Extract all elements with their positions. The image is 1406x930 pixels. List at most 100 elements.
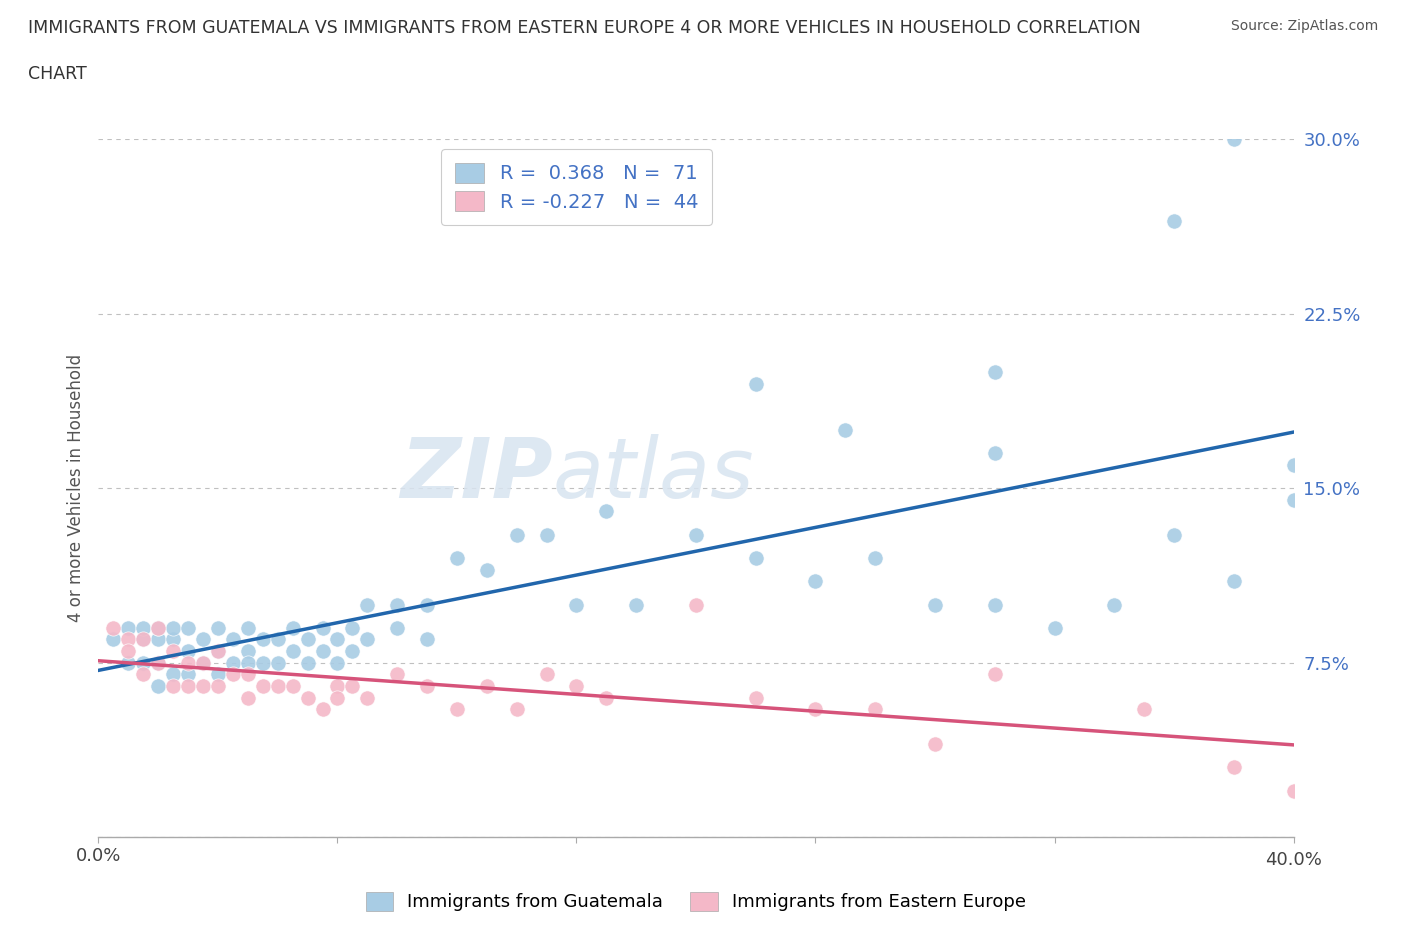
Point [326,679,349,694]
Point [1133,701,1156,716]
Point [191,655,214,670]
Point [297,632,319,647]
Point [506,527,529,542]
Point [326,632,349,647]
Point [311,620,333,635]
Point [1104,597,1126,612]
Point [446,701,468,716]
Point [924,737,946,751]
Point [132,632,155,647]
Point [297,690,319,705]
Point [236,667,259,682]
Point [117,644,139,658]
Point [148,655,170,670]
Legend: Immigrants from Guatemala, Immigrants from Eastern Europe: Immigrants from Guatemala, Immigrants fr… [359,884,1033,919]
Point [148,655,170,670]
Point [983,365,1005,379]
Text: IMMIGRANTS FROM GUATEMALA VS IMMIGRANTS FROM EASTERN EUROPE 4 OR MORE VEHICLES I: IMMIGRANTS FROM GUATEMALA VS IMMIGRANTS … [28,19,1142,36]
Point [1282,458,1305,472]
Point [311,644,333,658]
Point [177,644,200,658]
Point [162,679,184,694]
Point [162,632,184,647]
Point [924,597,946,612]
Point [475,679,498,694]
Point [148,620,170,635]
Point [117,655,139,670]
Point [1223,760,1246,775]
Point [267,679,290,694]
Text: 40.0%: 40.0% [1265,851,1322,869]
Point [311,701,333,716]
Point [804,574,827,589]
Point [983,667,1005,682]
Point [207,679,229,694]
Point [162,644,184,658]
Point [416,632,439,647]
Point [191,655,214,670]
Text: ZIP: ZIP [399,433,553,515]
Point [191,632,214,647]
Point [267,632,290,647]
Point [342,679,364,694]
Point [385,620,409,635]
Point [207,644,229,658]
Point [222,632,245,647]
Point [281,644,304,658]
Point [342,644,364,658]
Point [745,551,768,565]
Point [177,655,200,670]
Text: CHART: CHART [28,65,87,83]
Point [236,690,259,705]
Point [536,667,558,682]
Point [685,597,707,612]
Point [132,632,155,647]
Point [148,679,170,694]
Point [297,655,319,670]
Point [222,655,245,670]
Point [207,620,229,635]
Point [132,655,155,670]
Point [132,667,155,682]
Point [565,679,588,694]
Point [595,504,617,519]
Point [685,527,707,542]
Point [267,655,290,670]
Point [103,632,125,647]
Point [132,620,155,635]
Point [236,644,259,658]
Point [475,562,498,577]
Point [236,620,259,635]
Point [983,445,1005,460]
Point [162,620,184,635]
Y-axis label: 4 or more Vehicles in Household: 4 or more Vehicles in Household [66,354,84,622]
Point [595,690,617,705]
Point [117,620,139,635]
Point [207,644,229,658]
Point [865,701,887,716]
Point [103,620,125,635]
Point [536,527,558,542]
Point [342,620,364,635]
Point [1223,574,1246,589]
Point [252,655,274,670]
Point [148,620,170,635]
Point [834,422,856,438]
Point [356,597,378,612]
Point [177,679,200,694]
Point [281,620,304,635]
Point [1282,493,1305,508]
Point [252,632,274,647]
Point [222,667,245,682]
Point [1043,620,1066,635]
Point [117,632,139,647]
Point [191,679,214,694]
Point [624,597,647,612]
Point [177,667,200,682]
Point [804,701,827,716]
Point [446,551,468,565]
Point [865,551,887,565]
Point [326,690,349,705]
Point [385,597,409,612]
Point [385,667,409,682]
